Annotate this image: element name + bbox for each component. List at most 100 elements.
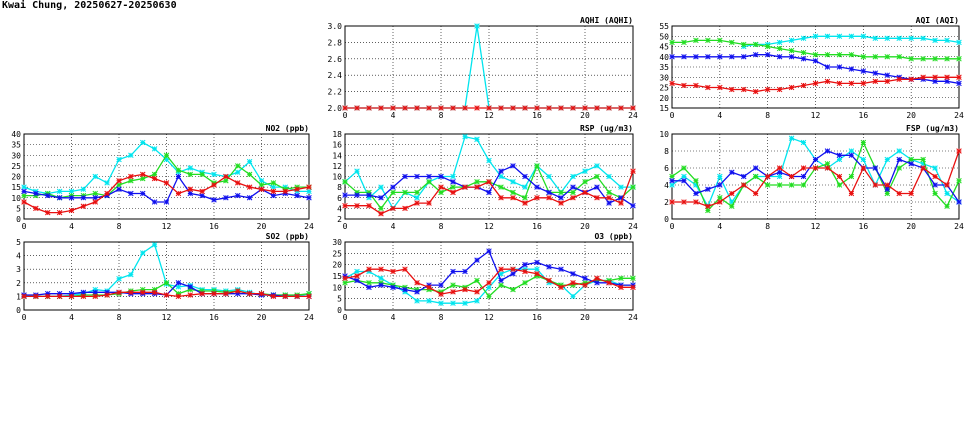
x-tick-label: 4 [717, 222, 722, 231]
data-point [151, 289, 158, 296]
data-point [246, 194, 253, 201]
data-point [139, 171, 146, 178]
data-point [570, 105, 576, 111]
data-point [474, 277, 480, 284]
data-point [104, 289, 110, 296]
y-tick-label: 15 [332, 272, 342, 281]
data-point [776, 165, 783, 171]
data-point [104, 292, 110, 298]
data-point [390, 284, 396, 291]
y-tick-label: 2.4 [328, 71, 343, 80]
x-tick-label: 24 [628, 222, 638, 231]
data-point [752, 190, 759, 197]
data-point [630, 105, 636, 111]
data-point [450, 289, 456, 295]
data-point [402, 189, 408, 196]
data-point [669, 177, 675, 184]
data-point [246, 158, 253, 165]
data-point [139, 286, 146, 293]
data-point [223, 173, 229, 180]
data-point [175, 290, 182, 297]
series-line [24, 243, 310, 298]
data-point [908, 35, 914, 42]
data-point [342, 275, 348, 282]
data-point [824, 160, 831, 167]
data-point [776, 45, 783, 52]
data-point [402, 266, 408, 272]
data-point [498, 270, 504, 277]
data-point [366, 192, 372, 198]
series-red [669, 74, 962, 95]
series-red [342, 168, 636, 217]
data-point [128, 152, 134, 159]
data-point [920, 74, 926, 81]
data-point [729, 190, 735, 197]
data-point [92, 286, 99, 293]
y-tick-label: 50 [659, 32, 669, 41]
data-point [116, 182, 122, 188]
data-point [139, 250, 146, 256]
data-point [630, 184, 636, 190]
data-point [717, 194, 723, 201]
data-point [956, 80, 962, 87]
data-point [944, 78, 950, 85]
data-point [68, 207, 75, 214]
data-point [187, 165, 194, 171]
data-point [270, 180, 277, 186]
y-tick-label: 5 [16, 204, 21, 213]
x-tick-label: 0 [670, 111, 675, 120]
data-point [80, 194, 87, 201]
data-point [246, 184, 253, 190]
data-point [366, 105, 372, 111]
data-point [594, 173, 600, 180]
data-point [944, 182, 950, 188]
data-point [390, 205, 396, 212]
data-point [764, 86, 771, 93]
data-point [872, 35, 879, 42]
x-tick-label: 8 [439, 111, 444, 120]
x-tick-label: 24 [954, 111, 964, 120]
y-tick-label: 25 [659, 84, 669, 93]
data-point [474, 105, 480, 111]
data-point [717, 199, 723, 205]
data-point [764, 182, 771, 188]
data-point [534, 259, 540, 266]
data-point [836, 80, 843, 87]
y-tick-label: 5 [16, 238, 21, 247]
data-point [258, 290, 265, 297]
data-point [582, 168, 588, 174]
data-point [21, 188, 27, 195]
data-point [44, 192, 51, 199]
data-point [510, 194, 516, 201]
data-point [139, 289, 146, 296]
series-line [671, 137, 960, 208]
y-tick-label: 10 [11, 194, 21, 203]
data-point [402, 205, 408, 212]
x-tick-label: 4 [69, 313, 74, 322]
y-tick-label: 8 [337, 183, 342, 192]
data-point [522, 261, 528, 268]
x-tick-label: 24 [304, 313, 314, 322]
x-tick-label: 16 [532, 111, 542, 120]
data-point [246, 171, 253, 178]
data-point [498, 282, 504, 288]
data-point [705, 53, 711, 60]
data-point [92, 199, 99, 205]
series-blue [21, 173, 312, 205]
y-tick-label: 2 [16, 279, 21, 288]
series-cyan [342, 133, 636, 212]
data-point [630, 202, 636, 209]
data-point [270, 184, 277, 190]
data-point [128, 190, 134, 197]
data-point [402, 173, 408, 180]
y-tick-label: 0 [16, 306, 21, 315]
data-point [21, 293, 27, 300]
data-point [570, 189, 576, 196]
y-tick-label: 2.8 [328, 38, 343, 47]
x-tick-label: 4 [69, 222, 74, 231]
data-point [812, 156, 819, 163]
data-point [378, 194, 384, 201]
